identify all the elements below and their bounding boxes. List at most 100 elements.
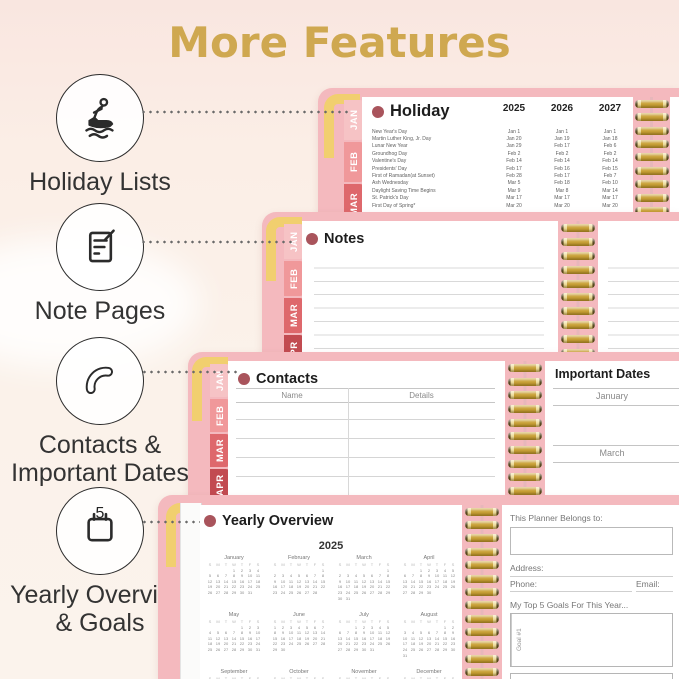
spiral-coil-icon	[508, 487, 542, 496]
mini-calendar-month-name: February	[287, 555, 310, 561]
holiday-row: St. Patrick's Day Mar 17 Mar 17 Mar 17	[372, 195, 633, 202]
holiday-date: Mar 17	[506, 195, 522, 202]
spiral-coil-icon	[465, 574, 499, 583]
spiral-binding	[633, 97, 670, 218]
holiday-row: Ash Wednesday Mar 5 Feb 18 Feb 10	[372, 180, 633, 187]
holiday-name: Groundhog Day	[372, 150, 408, 157]
holiday-date: Feb 16	[554, 165, 570, 172]
bullet-icon	[372, 105, 384, 118]
holiday-rows: New Year's Day Jan 1 Jan 1 Jan 1 Martin Luth…	[372, 128, 633, 209]
spiral-coil-icon	[465, 654, 499, 663]
notes-right-page	[598, 221, 679, 360]
spiral-coil-icon	[508, 404, 542, 413]
mini-calendar-month-name: May	[228, 612, 240, 618]
yearly-title: Yearly Overview	[222, 513, 334, 529]
contacts-column-name: Name	[281, 391, 303, 400]
spiral-coil-icon	[508, 473, 542, 482]
spiral-binding	[558, 221, 598, 360]
mini-calendar-january: January S M T W T F S 1 2 3 4 5 6 7 8 9 10 11 12 13 14 15 16 17 1…	[204, 555, 264, 608]
spiral-coil-icon	[561, 223, 595, 232]
contacts-page: Contacts Name Details	[228, 361, 505, 498]
holiday-date: Mar 14	[602, 187, 618, 194]
holiday-row: Martin Luther King, Jr. Day Jan 20 Jan 19 J…	[372, 135, 633, 142]
spiral-coil-icon	[508, 445, 542, 454]
holiday-row: First of Ramadan(at Sunset) Feb 28 Feb 17 F…	[372, 172, 633, 179]
spiral-coil-icon	[634, 99, 669, 108]
spiral-coil-icon	[561, 335, 595, 344]
address-label: Address:	[510, 563, 544, 573]
section-line	[553, 462, 679, 463]
mini-calendar-month-name: June	[293, 612, 305, 618]
section-label-march: March	[599, 448, 625, 458]
feature-label-line: Important Dates	[11, 459, 189, 487]
holiday-date: Jan 18	[602, 136, 618, 143]
mini-calendar-month-name: July	[359, 612, 369, 618]
section-line	[553, 405, 679, 406]
feature-label-line: & Goals	[55, 609, 145, 637]
feature-label-line: Holiday Lists	[29, 168, 171, 196]
holiday-date: Jan 1	[603, 128, 617, 135]
holiday-row: Valentine's Day Feb 14 Feb 14 Feb 14	[372, 158, 633, 165]
spiral-coil-icon	[465, 601, 499, 610]
mini-calendar-july: July S M T W T F S 1 2 3 4 5 6 7 8 9 10 11 12 13 14 15 16 17 18 19…	[334, 612, 394, 665]
spiral-coil-icon	[561, 265, 595, 274]
page-edge	[670, 97, 679, 218]
bullet-icon	[204, 515, 216, 527]
mini-calendar-february: February S M T W T F S 1 2 3 4 5 6 7 8 9 10 11 12 13 14 15 16 17…	[269, 555, 329, 608]
holiday-date: Feb 14	[554, 158, 570, 165]
contacts-column-divider	[348, 388, 349, 498]
spiral-binding	[505, 361, 545, 498]
holiday-date: Feb 17	[554, 173, 570, 180]
holiday-date: Feb 7	[603, 173, 617, 180]
mini-calendar-november: NovemberSMTWTFS1234567891011121314151617…	[334, 669, 394, 679]
bookmark-corner-icon	[266, 217, 302, 281]
holiday-date: Jan 1	[507, 128, 521, 135]
spiral-binding	[462, 505, 502, 679]
section-line	[553, 388, 679, 389]
holiday-date: Mar 20	[602, 202, 618, 209]
holiday-name: St. Patrick's Day	[372, 195, 409, 202]
yearly-overview-page: Yearly Overview 2025 January S M T W T F S 1 2 3 4 5…	[200, 505, 462, 679]
ruled-lines	[314, 255, 544, 354]
mini-calendar-october: OctoberSMTWTFS12345678910111213141516171…	[269, 669, 329, 679]
mini-calendar-august: August S M T W T F S 1 2 3 4 5 6 7 8 9 10 11 12 13 14 15 16 17 18…	[399, 612, 459, 665]
mini-calendar-month-name: October	[289, 669, 309, 675]
holiday-row: Daylight Saving Time Begins Mar 9 Mar 8 Mar…	[372, 187, 633, 194]
dotted-connector	[140, 110, 352, 114]
bookmark-corner-icon	[324, 94, 360, 158]
spiral-coil-icon	[465, 641, 499, 650]
spiral-coil-icon	[561, 321, 595, 330]
spiral-coil-icon	[465, 668, 499, 677]
calendar-icon	[87, 512, 113, 542]
bookmark-corner-icon	[192, 357, 228, 421]
spiral-coil-icon	[561, 307, 595, 316]
holiday-name: Martin Luther King, Jr. Day	[372, 136, 432, 143]
mini-calendar-june: June S M T W T F S 1 2 3 4 5 6 7 8 9 10 11 12 13 14 15 16 17 18 19…	[269, 612, 329, 665]
holiday-date: Mar 17	[554, 195, 570, 202]
holiday-date: Jan 29	[506, 143, 522, 150]
holiday-date: Feb 2	[603, 150, 617, 157]
feature-label: Contacts & Important Dates	[0, 431, 200, 487]
page-edge	[180, 503, 202, 679]
goal-1-label: Goal #1	[511, 614, 527, 666]
mini-calendar-month-name: November	[351, 669, 377, 675]
contacts-table-rows	[236, 401, 495, 498]
mini-calendar-may: May S M T W T F S 1 2 3 4 5 6 7 8 9 10 11 12 13 14 15 16 17 18 19 2…	[204, 612, 264, 665]
mini-calendar-april: April S M T W T F S 1 2 3 4 5 6 7 8 9 10 11 12 13 14 15 16 17 18 1…	[399, 555, 459, 608]
spiral-coil-icon	[561, 293, 595, 302]
holiday-years-row: 2025 2026 2027	[372, 103, 633, 114]
spiral-coil-icon	[465, 587, 499, 596]
mini-calendar-month-name: January	[224, 555, 244, 561]
spiral-coil-icon	[508, 363, 542, 372]
belongs-label: This Planner Belongs to:	[510, 513, 603, 523]
phone-label: Phone:	[510, 579, 632, 592]
feature-circle	[56, 74, 144, 162]
holiday-date: Feb 6	[603, 143, 617, 150]
goals-label: My Top 5 Goals For This Year...	[510, 600, 629, 610]
